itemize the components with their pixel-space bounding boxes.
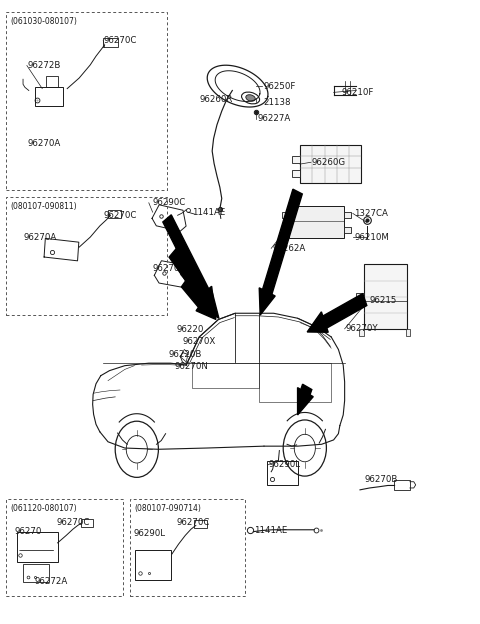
Text: 96270N: 96270N bbox=[175, 362, 209, 371]
Bar bbox=[23, 564, 49, 582]
Polygon shape bbox=[298, 388, 313, 415]
Bar bbox=[6, 499, 123, 596]
Bar bbox=[130, 499, 245, 596]
Bar bbox=[81, 519, 93, 527]
Polygon shape bbox=[259, 288, 275, 315]
Bar bbox=[300, 145, 361, 183]
Text: 1141AE: 1141AE bbox=[254, 526, 288, 535]
Text: 96270C: 96270C bbox=[103, 36, 137, 45]
Text: 96220: 96220 bbox=[177, 325, 204, 334]
Bar bbox=[406, 329, 410, 336]
Bar bbox=[194, 520, 207, 528]
Polygon shape bbox=[196, 295, 216, 319]
Text: 96260R: 96260R bbox=[199, 95, 233, 104]
Text: 96270C: 96270C bbox=[103, 211, 137, 220]
Bar bbox=[17, 532, 58, 562]
Text: 96272B: 96272B bbox=[28, 61, 61, 70]
Bar bbox=[135, 550, 171, 580]
Text: 96272A: 96272A bbox=[35, 577, 68, 586]
Polygon shape bbox=[181, 277, 205, 308]
Text: (080107-090714): (080107-090714) bbox=[134, 504, 201, 513]
Text: 96270A: 96270A bbox=[24, 233, 57, 241]
Bar bbox=[6, 197, 167, 315]
Bar bbox=[267, 461, 298, 485]
Text: 96220B: 96220B bbox=[169, 350, 203, 359]
Text: 21138: 21138 bbox=[263, 98, 290, 107]
Bar bbox=[103, 38, 118, 47]
Bar bbox=[108, 210, 121, 218]
Text: 1141AE: 1141AE bbox=[192, 208, 226, 217]
Text: 96260G: 96260G bbox=[311, 158, 345, 167]
Text: 96270Y: 96270Y bbox=[346, 324, 378, 333]
Text: 96290L: 96290L bbox=[133, 529, 166, 538]
Text: 96270C: 96270C bbox=[177, 519, 210, 527]
Polygon shape bbox=[323, 293, 367, 328]
Polygon shape bbox=[163, 215, 209, 296]
Text: 1327CA: 1327CA bbox=[354, 209, 388, 218]
Bar bbox=[282, 212, 289, 218]
Polygon shape bbox=[301, 384, 312, 395]
Bar bbox=[292, 156, 300, 163]
Text: 96290C: 96290C bbox=[153, 198, 186, 207]
Bar bbox=[282, 227, 289, 233]
Text: 96290L: 96290L bbox=[269, 461, 301, 469]
Ellipse shape bbox=[246, 95, 255, 101]
Text: 96270A: 96270A bbox=[28, 139, 61, 148]
Bar bbox=[356, 293, 364, 306]
Polygon shape bbox=[263, 189, 302, 295]
Text: (080107-090811): (080107-090811) bbox=[11, 202, 77, 210]
Bar bbox=[289, 206, 344, 238]
Text: 96250F: 96250F bbox=[263, 82, 295, 90]
Text: 96270B: 96270B bbox=[365, 475, 398, 484]
Polygon shape bbox=[200, 292, 219, 318]
Text: 96210M: 96210M bbox=[354, 233, 389, 241]
Text: 96270C: 96270C bbox=[57, 519, 90, 527]
Bar bbox=[46, 76, 58, 87]
Bar bbox=[344, 212, 351, 218]
Polygon shape bbox=[307, 312, 328, 332]
Polygon shape bbox=[197, 286, 215, 313]
Bar bbox=[187, 282, 198, 288]
Text: 96210F: 96210F bbox=[342, 88, 374, 97]
Bar bbox=[35, 87, 63, 106]
Polygon shape bbox=[169, 248, 210, 305]
Text: 96215: 96215 bbox=[370, 296, 397, 305]
Text: 96262A: 96262A bbox=[273, 244, 306, 253]
Bar bbox=[344, 227, 351, 233]
Bar bbox=[364, 264, 407, 329]
Text: (061120-080107): (061120-080107) bbox=[11, 504, 77, 513]
Bar bbox=[6, 12, 167, 190]
Text: 96227A: 96227A bbox=[257, 114, 290, 123]
Text: 96270X: 96270X bbox=[182, 338, 216, 346]
Bar bbox=[359, 329, 364, 336]
Text: (061030-080107): (061030-080107) bbox=[11, 17, 77, 26]
Bar bbox=[394, 480, 410, 490]
Text: 96270A: 96270A bbox=[153, 264, 186, 273]
Text: 96270: 96270 bbox=[14, 527, 42, 536]
Bar bbox=[292, 170, 300, 177]
